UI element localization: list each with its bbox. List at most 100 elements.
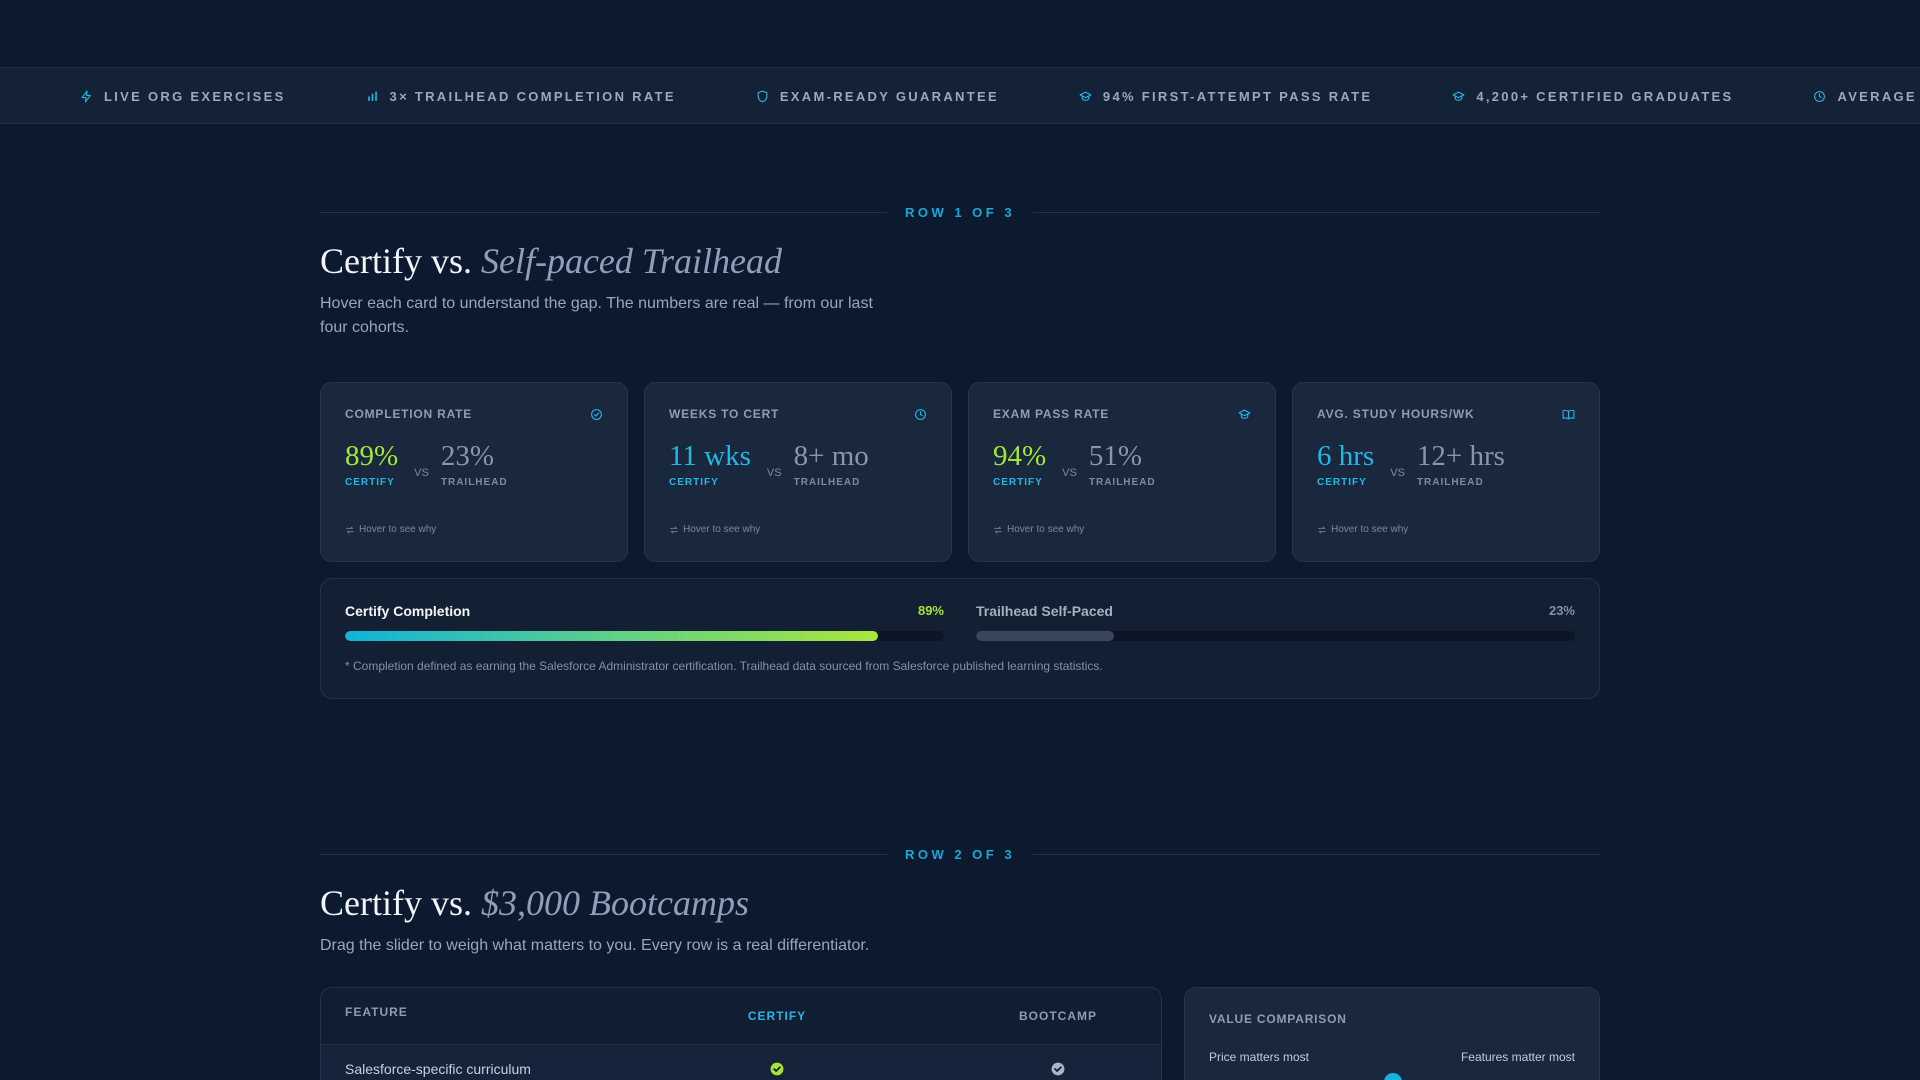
section-title: Certify vs. Self-paced Trailhead	[320, 240, 1600, 282]
section-title: Certify vs. $3,000 Bootcamps	[320, 882, 1600, 924]
trailhead-progress-label: Trailhead Self-Paced	[976, 603, 1113, 619]
title-emphasis: Self-paced Trailhead	[480, 241, 782, 281]
feature-ticker: LIVE ORG EXERCISES 3× TRAILHEAD COMPLETIO…	[0, 67, 1920, 124]
vs-label: VS	[1062, 467, 1077, 479]
ticker-item: AVERAGE 11 WEEKS TO CERT	[1813, 89, 1920, 104]
book-icon	[1562, 409, 1575, 419]
section-subtitle: Hover each card to understand the gap. T…	[320, 295, 873, 336]
certify-value: 6 hrs	[1317, 440, 1375, 472]
hover-hint: Hover to see why	[993, 524, 1084, 535]
ticker-label: AVERAGE 11 WEEKS TO CERT	[1837, 89, 1920, 104]
stat-card[interactable]: EXAM PASS RATE 94% CERTIFY VS 51% TRAILHEAD Ho…	[968, 382, 1276, 562]
row-label: ROW 1 OF 3	[904, 204, 1016, 220]
ticker-label: 94% FIRST-ATTEMPT PASS RATE	[1102, 89, 1373, 104]
ticker-item: LIVE ORG EXERCISES	[80, 89, 286, 104]
column-bootcamp: BOOTCAMP	[1019, 1009, 1097, 1023]
ticker-item: 94% FIRST-ATTEMPT PASS RATE	[1079, 89, 1372, 104]
stat-card[interactable]: COMPLETION RATE 89% CERTIFY VS 23% TRAILHEAD H…	[320, 382, 628, 562]
bootcamp-cell	[983, 1062, 1133, 1076]
value-comparison-title: VALUE COMPARISON	[1209, 1012, 1347, 1026]
check-circle-icon	[591, 408, 602, 420]
trailhead-progress-track	[976, 631, 1575, 641]
trailhead-progress-value: 23%	[1548, 603, 1575, 618]
row-label: ROW 2 OF 3	[904, 846, 1016, 862]
graduation-cap-icon	[1238, 409, 1251, 419]
title-lead: Certify vs.	[320, 241, 472, 281]
graduation-cap-icon	[1452, 91, 1465, 101]
ticker-track: LIVE ORG EXERCISES 3× TRAILHEAD COMPLETIO…	[80, 68, 1920, 123]
certify-value: 94%	[993, 440, 1047, 472]
ticker-label: 3× TRAILHEAD COMPLETION RATE	[389, 89, 676, 104]
trailhead-tag: TRAILHEAD	[1416, 477, 1484, 488]
row-divider: ROW 1 OF 3	[320, 204, 1600, 220]
table-header: FEATURE CERTIFY BOOTCAMP	[321, 988, 1161, 1045]
trailhead-tag: TRAILHEAD	[1088, 477, 1156, 488]
feature-comparison-table: FEATURE CERTIFY BOOTCAMP Salesforce-spec…	[320, 987, 1162, 1080]
trailhead-progress-fill	[976, 631, 1114, 641]
completion-progress-panel: Certify Completion 89% Trailhead Self-Pa…	[320, 578, 1600, 699]
certify-cell	[717, 1062, 837, 1076]
slider-right-label: Features matter most	[1460, 1050, 1575, 1064]
certify-value: 89%	[345, 440, 399, 472]
value-comparison-panel: VALUE COMPARISON Price matters most Feat…	[1184, 987, 1600, 1080]
title-emphasis: $3,000 Bootcamps	[480, 883, 749, 923]
vs-label: VS	[766, 467, 782, 479]
vs-label: VS	[414, 467, 429, 479]
hover-hint: Hover to see why	[669, 524, 760, 535]
hover-hint: Hover to see why	[345, 524, 436, 535]
bar-chart-icon	[367, 91, 377, 101]
card-label: EXAM PASS RATE	[993, 407, 1110, 421]
ticker-label: LIVE ORG EXERCISES	[104, 89, 286, 104]
clock-icon	[1814, 91, 1826, 102]
card-label: AVG. STUDY HOURS/WK	[1317, 407, 1475, 421]
stat-card[interactable]: AVG. STUDY HOURS/WK 6 hrs CERTIFY VS 12+ hrs…	[1292, 382, 1600, 562]
card-icon	[914, 408, 927, 421]
certify-tag: CERTIFY	[1317, 477, 1367, 488]
check-icon	[770, 1062, 784, 1076]
graduation-cap-icon	[1079, 91, 1092, 101]
hover-hint-text: Hover to see why	[359, 524, 437, 535]
swap-icon	[346, 526, 354, 533]
shield-icon	[757, 90, 768, 103]
certify-value: 11 wks	[669, 440, 751, 472]
row-1-section: ROW 1 OF 3 Certify vs. Self-paced Trailh…	[320, 204, 1600, 699]
column-feature: FEATURE	[345, 1005, 408, 1019]
certify-progress-value: 89%	[917, 603, 944, 618]
trailhead-tag: TRAILHEAD	[440, 477, 508, 488]
trailhead-value: 12+ hrs	[1416, 440, 1505, 472]
card-icon	[1562, 408, 1575, 421]
slider-left-label: Price matters most	[1209, 1050, 1310, 1064]
ticker-item: EXAM-READY GUARANTEE	[756, 89, 999, 104]
certify-progress-fill	[345, 631, 879, 641]
trailhead-value: 23%	[440, 440, 495, 472]
value-slider-thumb[interactable]	[1384, 1073, 1402, 1080]
swap-icon	[1318, 526, 1326, 533]
card-label: COMPLETION RATE	[345, 407, 473, 421]
certify-tag: CERTIFY	[669, 477, 719, 488]
trailhead-progress: Trailhead Self-Paced 23%	[976, 603, 1575, 641]
stat-card[interactable]: WEEKS TO CERT 11 wks CERTIFY VS 8+ mo TRAILHE…	[644, 382, 952, 562]
title-lead: Certify vs.	[320, 883, 472, 923]
completion-footnote: * Completion defined as earning the Sale…	[345, 659, 1103, 673]
certify-progress: Certify Completion 89%	[345, 603, 944, 641]
card-icon	[1238, 408, 1251, 421]
row-divider: ROW 2 OF 3	[320, 846, 1600, 862]
certify-progress-track	[345, 631, 944, 641]
trailhead-value: 8+ mo	[793, 440, 869, 472]
certify-tag: CERTIFY	[993, 477, 1043, 488]
certify-progress-label: Certify Completion	[345, 603, 471, 619]
ticker-item: 3× TRAILHEAD COMPLETION RATE	[366, 89, 676, 104]
hover-hint: Hover to see why	[1317, 524, 1408, 535]
bolt-icon	[81, 90, 91, 103]
hover-hint-text: Hover to see why	[1331, 524, 1409, 535]
card-label: WEEKS TO CERT	[669, 407, 780, 421]
ticker-label: EXAM-READY GUARANTEE	[779, 89, 999, 104]
feature-name: Salesforce-specific curriculum	[345, 1061, 531, 1077]
ticker-label: 4,200+ CERTIFIED GRADUATES	[1476, 89, 1734, 104]
card-icon	[590, 408, 603, 421]
trailhead-tag: TRAILHEAD	[793, 477, 861, 488]
hover-hint-text: Hover to see why	[683, 524, 761, 535]
column-certify: CERTIFY	[747, 1009, 807, 1023]
vs-label: VS	[1390, 467, 1405, 479]
check-icon	[1051, 1062, 1065, 1076]
